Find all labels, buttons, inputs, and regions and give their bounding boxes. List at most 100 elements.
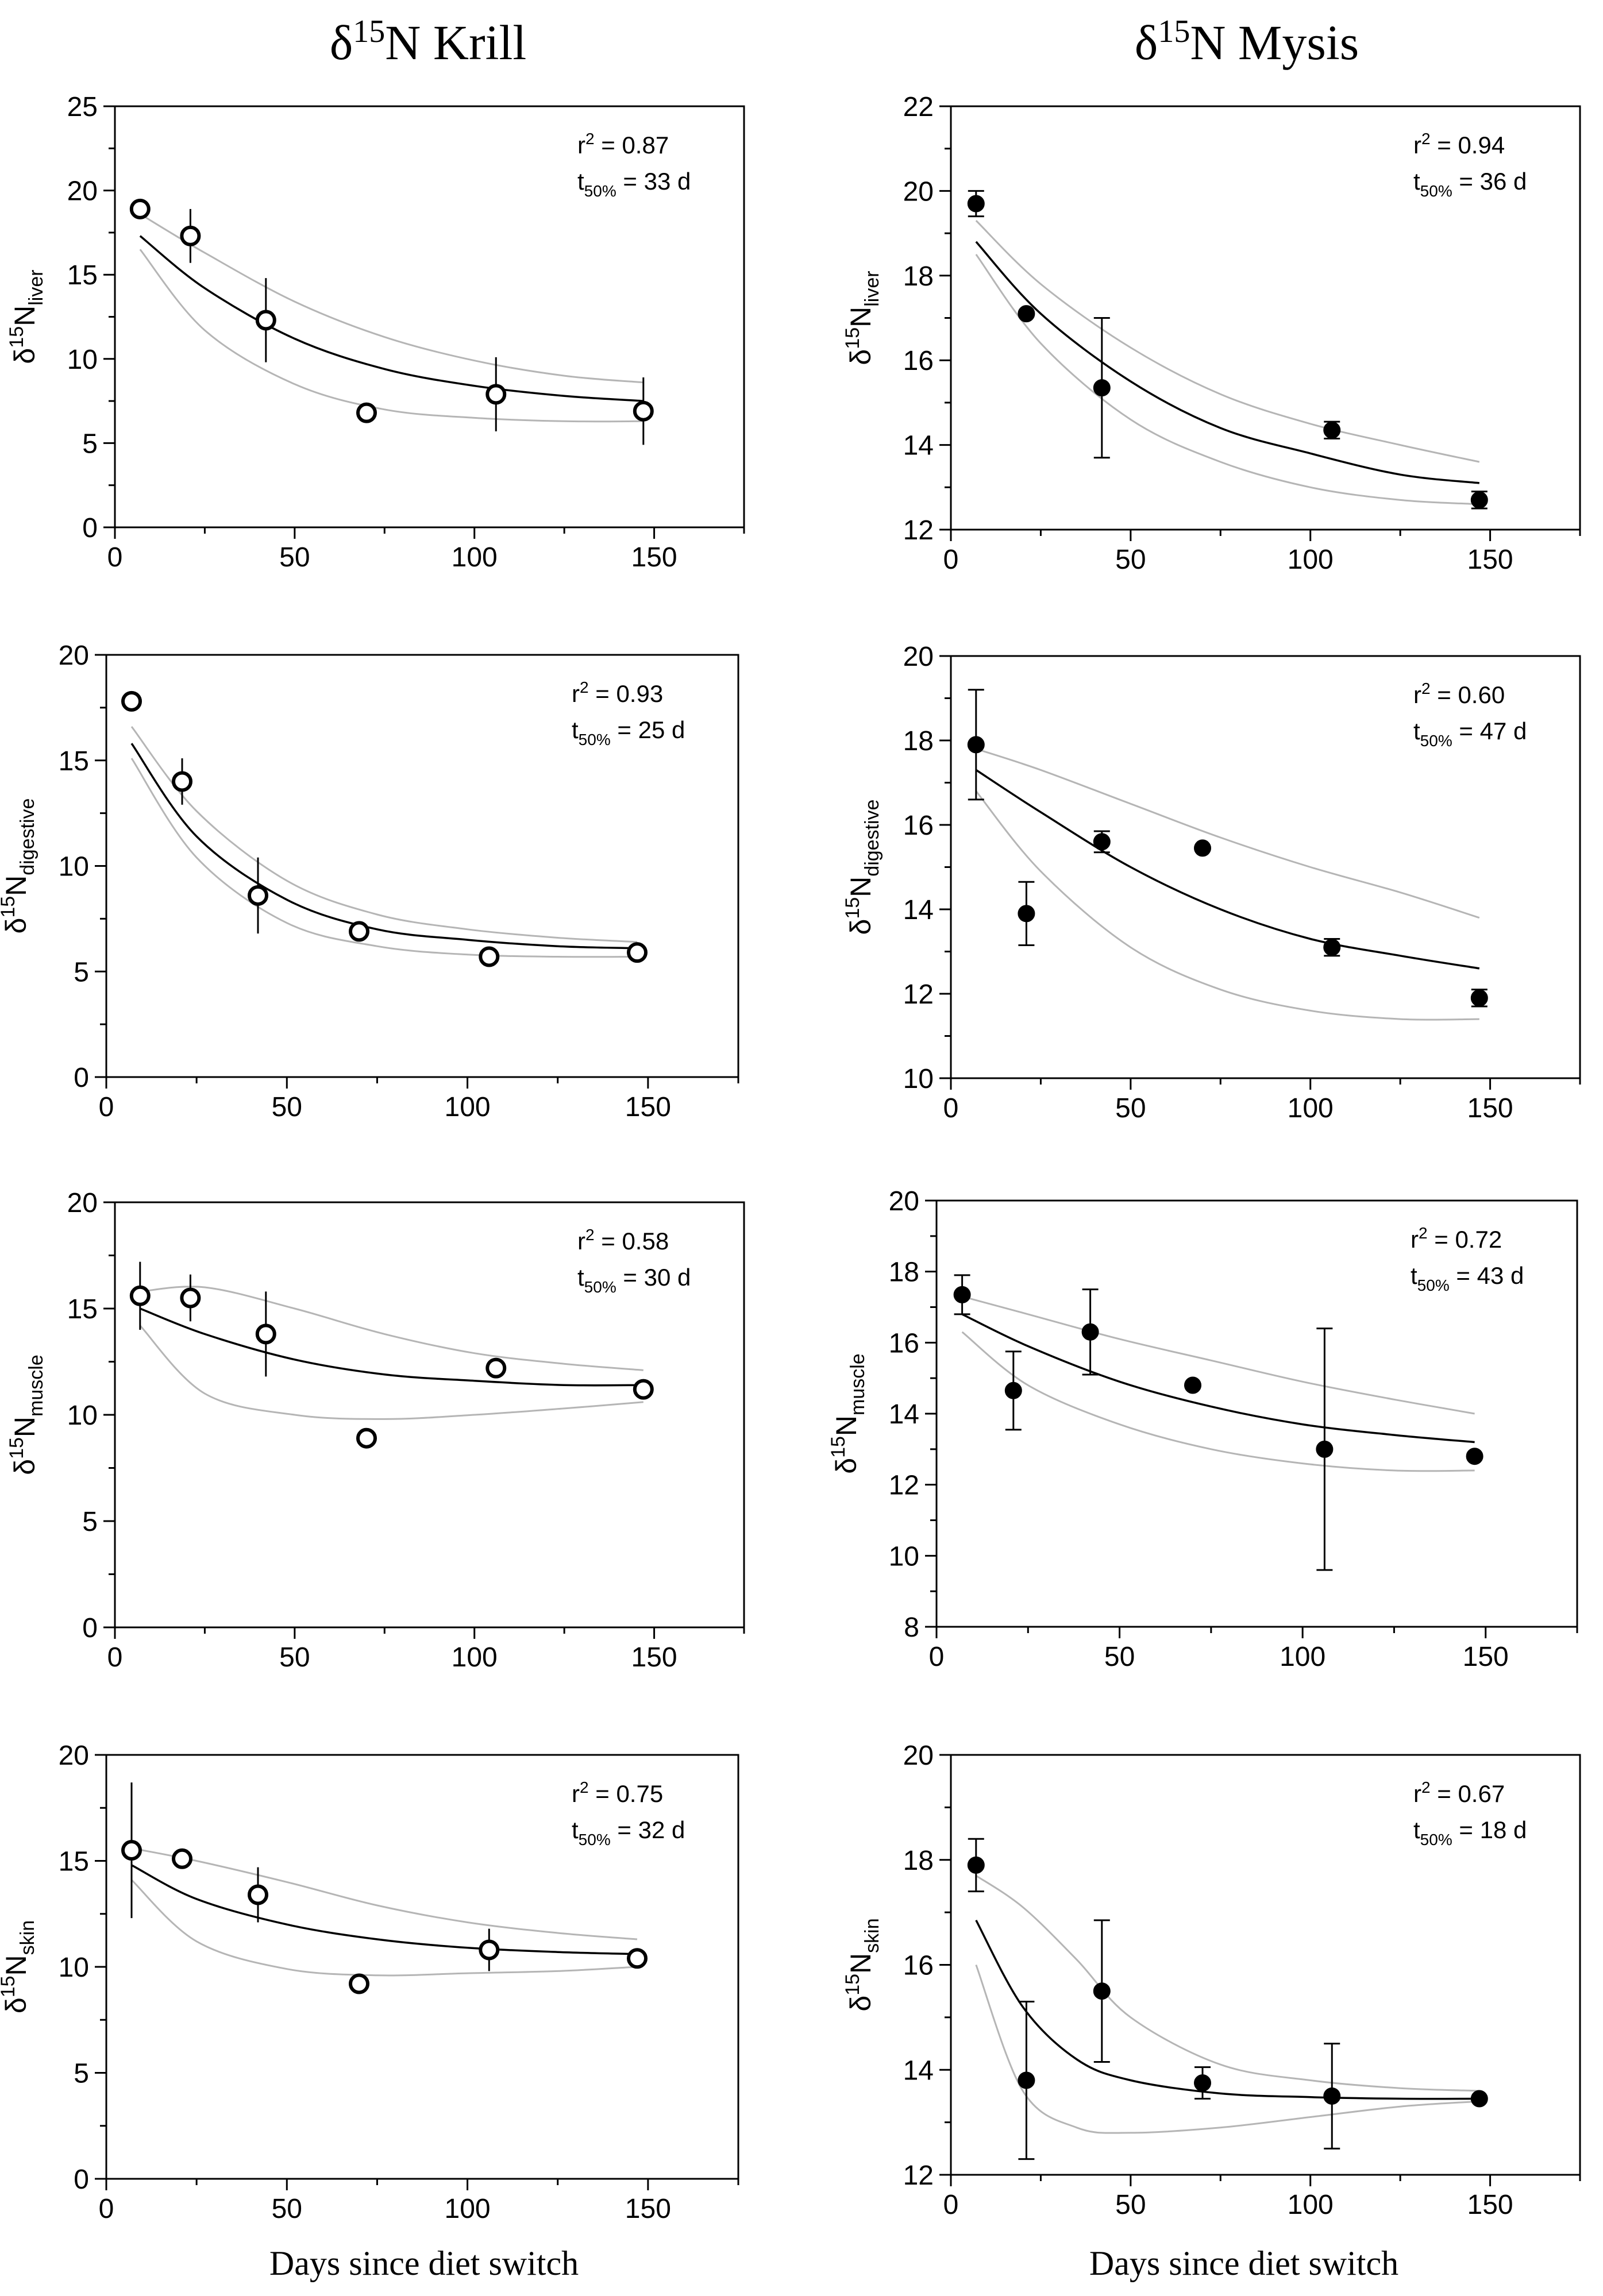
r-squared-symbol: r [577,132,585,159]
y-tick-label: 5 [74,2059,89,2089]
y-tick-label: 18 [903,726,934,757]
panel-mysis-liver: 0 50 100 150 12 14 16 18 20 22 δ15Nliver r2 = 0.94 t… [842,92,1581,575]
half-life-symbol: t [1411,1262,1417,1289]
y-tick-label: 15 [67,260,98,291]
data-point [479,946,500,967]
y-axis-label: δ15Nmuscle [827,1353,869,1473]
y-label-isotope: 15 [0,896,19,918]
half-life-label: t50% = 33 d [577,168,691,200]
data-point [967,195,985,213]
ci-lower-curve [139,249,643,423]
r-squared-value: = 0.58 [595,1228,669,1255]
data-point [485,384,507,405]
data-point [1323,421,1341,439]
data-point [255,1323,276,1345]
r-squared-value: = 0.94 [1431,132,1505,159]
r-squared-value: = 0.72 [1428,1226,1502,1253]
y-axis-label: δ15Nmuscle [6,1355,47,1475]
data-point [1194,839,1211,857]
r-squared-value: = 0.93 [589,680,664,707]
r-squared-label: r2 = 0.93 [572,678,663,707]
x-tick-label: 150 [631,542,677,573]
y-tick-label: 10 [903,1064,934,1094]
x-tick-label: 0 [107,542,123,573]
y-tick-label: 25 [67,92,98,122]
x-axis-label-mysis: Days since diet switch [1089,2244,1398,2282]
data-point [180,1287,201,1309]
r-squared-label: r2 = 0.94 [1413,130,1505,159]
fit-curve [131,1864,638,1955]
y-label-tissue: muscle [847,1353,869,1415]
y-label-element: N [845,877,877,897]
y-tick-label: 10 [59,852,89,882]
half-life-label: t50% = 47 d [1413,717,1527,750]
y-tick-label: 10 [67,345,98,375]
r-squared-label: r2 = 0.60 [1413,680,1505,708]
x-tick-label: 50 [1115,2190,1146,2220]
data-point [633,400,654,422]
half-life-subscript: 50% [584,182,616,200]
half-life-subscript: 50% [1417,1276,1450,1294]
y-tick-label: 10 [59,1952,89,1983]
y-axis-label: δ15Nskin [842,1918,883,2011]
half-life-label: t50% = 43 d [1411,1262,1524,1294]
data-point [1093,1982,1111,2000]
y-tick-label: 18 [889,1257,919,1288]
r-squared-symbol: r [1413,1780,1421,1807]
half-life-label: t50% = 32 d [572,1816,685,1849]
y-tick-label: 14 [903,895,934,925]
r-squared-label: r2 = 0.58 [577,1226,669,1255]
data-point [1018,2071,1035,2089]
x-tick-label: 100 [1280,1642,1325,1672]
data-point [633,1379,654,1400]
data-point [967,1856,985,1874]
y-tick-label: 0 [82,1613,98,1643]
data-point [1093,379,1111,397]
half-life-value: = 25 d [611,716,685,743]
x-tick-label: 150 [1467,545,1513,575]
panel-mysis-muscle: 0 50 100 150 8 10 12 14 16 18 20 δ15Nmuscle r2 = 0.7… [827,1186,1578,1672]
half-life-symbol: t [572,716,579,743]
fit-curve [130,743,638,950]
x-tick-label: 100 [1288,2190,1334,2220]
x-tick-label: 50 [279,542,310,573]
data-point [121,690,142,712]
y-axis-label: δ15Ndigestive [842,800,883,935]
half-life-label: t50% = 25 d [572,716,685,748]
y-label-tissue: digestive [17,798,38,875]
ci-lower-curve [139,1325,643,1420]
y-tick-label: 14 [903,2055,934,2086]
y-label-delta: δ [9,1459,41,1475]
x-tick-label: 100 [452,1642,498,1673]
y-tick-label: 16 [903,811,934,841]
half-life-symbol: t [1413,1816,1420,1843]
data-point [1323,2087,1341,2105]
half-life-label: t50% = 30 d [577,1264,691,1296]
half-life-subscript: 50% [1420,732,1452,750]
data-point [1018,905,1035,923]
x-tick-label: 50 [279,1642,310,1673]
r-squared-exponent: 2 [1421,1778,1431,1796]
r-squared-value: = 0.60 [1431,681,1505,708]
y-tick-label: 12 [903,2160,934,2191]
data-point [248,1884,268,1905]
half-life-value: = 18 d [1452,1816,1527,1843]
y-label-delta: δ [845,1996,877,2012]
y-tick-label: 20 [67,176,98,207]
data-point [248,885,268,906]
fit-curve [139,235,643,402]
x-tick-label: 100 [445,1092,491,1122]
data-point [255,310,276,331]
y-label-tissue: muscle [25,1355,47,1417]
x-tick-label: 0 [943,1093,959,1124]
y-tick-label: 14 [903,431,934,461]
r-squared-exponent: 2 [1421,680,1431,697]
x-tick-label: 150 [631,1642,677,1673]
data-point [180,225,201,246]
data-point [967,736,985,754]
data-point [121,1840,142,1861]
data-point [1466,1448,1483,1465]
y-label-isotope: 15 [6,326,28,348]
r-squared-label: r2 = 0.72 [1411,1224,1502,1253]
r-squared-label: r2 = 0.87 [577,130,669,159]
